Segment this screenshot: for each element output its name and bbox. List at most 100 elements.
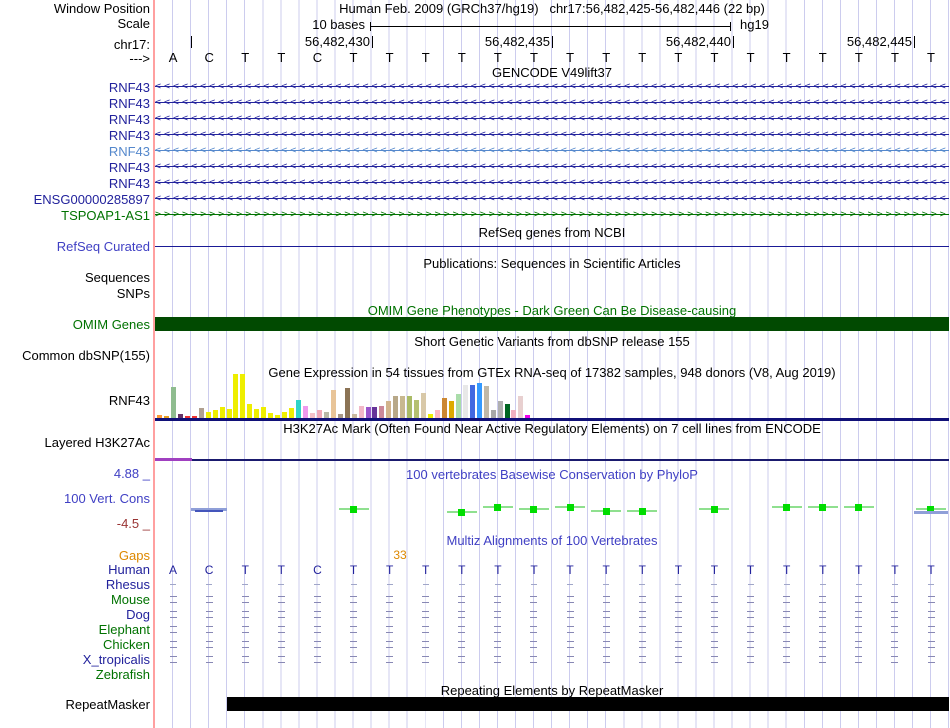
gtex-tissue-bar[interactable] xyxy=(289,408,295,418)
gtex-tissue-bar[interactable] xyxy=(344,388,350,418)
gtex-tissue-bar[interactable] xyxy=(490,410,496,418)
gtex-tissue-bar[interactable] xyxy=(163,416,169,418)
gtex-tissue-bar[interactable] xyxy=(358,406,364,418)
gene-item-ensg00000285897[interactable]: <<<<<<<<<<<<<<<<<<<<<<<<<<<<<<<<<<<<<<<<… xyxy=(155,191,949,207)
gtex-tissue-bar[interactable] xyxy=(379,406,385,418)
alignment-row-chicken[interactable] xyxy=(155,637,949,652)
gtex-tissue-bar[interactable] xyxy=(275,415,281,418)
gtex-tissue-bar[interactable] xyxy=(157,415,162,418)
gtex-tissue-bar[interactable] xyxy=(261,407,267,418)
gtex-tissue-bar[interactable] xyxy=(441,398,447,418)
gtex-tissue-bar[interactable] xyxy=(518,396,524,418)
gtex-tissue-bar[interactable] xyxy=(372,407,378,418)
gtex-tissue-bar[interactable] xyxy=(226,409,232,418)
gtex-tissue-bar[interactable] xyxy=(462,385,468,418)
species-label-rhesus[interactable]: Rhesus xyxy=(105,577,150,592)
gene-item-rnf43[interactable]: <<<<<<<<<<<<<<<<<<<<<<<<<<<<<<<<<<<<<<<<… xyxy=(155,111,949,127)
phylop-label[interactable]: 100 Vert. Cons xyxy=(64,491,150,506)
refseq-curated-item[interactable] xyxy=(155,246,949,247)
gtex-tissue-bar[interactable] xyxy=(323,412,329,418)
gtex-tissue-bar[interactable] xyxy=(170,387,176,418)
gtex-tissue-bar[interactable] xyxy=(268,413,274,418)
gtex-tissue-bar[interactable] xyxy=(309,413,315,418)
gtex-tissue-bar[interactable] xyxy=(191,416,197,418)
sequences-label[interactable]: Sequences xyxy=(84,270,150,285)
gtex-tissue-bar[interactable] xyxy=(337,414,343,418)
gene-item-rnf43[interactable]: <<<<<<<<<<<<<<<<<<<<<<<<<<<<<<<<<<<<<<<<… xyxy=(155,159,949,175)
h3k27ac-peak-segment[interactable] xyxy=(155,458,192,461)
refseq-curated-label[interactable]: RefSeq Curated xyxy=(56,239,150,254)
repeatmasker-element[interactable] xyxy=(227,697,949,711)
gtex-tissue-bar[interactable] xyxy=(407,396,413,418)
gtex-tissue-bar[interactable] xyxy=(525,415,531,418)
gene-label-ensg00000285897[interactable]: ENSG00000285897 xyxy=(33,192,150,207)
gtex-tissue-bar[interactable] xyxy=(386,401,392,418)
gtex-tissue-bar[interactable] xyxy=(476,383,482,418)
gene-label-rnf43[interactable]: RNF43 xyxy=(108,128,150,143)
gtex-tissue-bar[interactable] xyxy=(400,396,406,418)
alignment-row-zebrafish[interactable] xyxy=(155,667,949,682)
gtex-tissue-bar[interactable] xyxy=(497,401,503,418)
species-label-zebrafish[interactable]: Zebrafish xyxy=(95,667,150,682)
h3k27ac-signal[interactable] xyxy=(155,458,949,461)
gtex-tissue-bar[interactable] xyxy=(330,390,336,418)
snps-label[interactable]: SNPs xyxy=(116,286,150,301)
gtex-tissue-bar[interactable] xyxy=(240,374,246,418)
gene-item-rnf43[interactable]: <<<<<<<<<<<<<<<<<<<<<<<<<<<<<<<<<<<<<<<<… xyxy=(155,143,949,159)
gtex-tissue-bar[interactable] xyxy=(351,414,357,418)
omim-gene-bar[interactable] xyxy=(155,317,949,331)
gene-label-tspoap1-as1[interactable]: TSPOAP1-AS1 xyxy=(61,208,150,223)
alignment-row-elephant[interactable] xyxy=(155,622,949,637)
gtex-tissue-bar[interactable] xyxy=(421,393,427,418)
common-dbsnp-label[interactable]: Common dbSNP(155) xyxy=(22,348,150,363)
gtex-tissue-bar[interactable] xyxy=(414,400,420,418)
h3k27ac-label[interactable]: Layered H3K27Ac xyxy=(44,435,150,450)
alignment-row-x_tropicalis[interactable] xyxy=(155,652,949,667)
gene-item-rnf43[interactable]: <<<<<<<<<<<<<<<<<<<<<<<<<<<<<<<<<<<<<<<<… xyxy=(155,95,949,111)
species-label-mouse[interactable]: Mouse xyxy=(110,592,150,607)
gene-label-rnf43[interactable]: RNF43 xyxy=(108,144,150,159)
gtex-gene-label[interactable]: RNF43 xyxy=(108,393,150,408)
gtex-tissue-bar[interactable] xyxy=(511,410,517,418)
phylop-wiggle[interactable] xyxy=(155,498,949,520)
species-label-x_tropicalis[interactable]: X_tropicalis xyxy=(82,652,150,667)
gtex-tissue-bar[interactable] xyxy=(365,407,371,418)
repeatmasker-label[interactable]: RepeatMasker xyxy=(65,697,150,712)
gene-item-tspoap1-as1[interactable]: >>>>>>>>>>>>>>>>>>>>>>>>>>>>>>>>>>>>>>>>… xyxy=(155,207,949,223)
gtex-tissue-bar[interactable] xyxy=(212,410,218,418)
gene-label-rnf43[interactable]: RNF43 xyxy=(108,80,150,95)
gtex-tissue-bar[interactable] xyxy=(184,416,190,418)
gtex-tissue-bar[interactable] xyxy=(504,404,510,418)
gene-label-rnf43[interactable]: RNF43 xyxy=(108,96,150,111)
gtex-tissue-bar[interactable] xyxy=(219,407,225,418)
gtex-barchart[interactable] xyxy=(155,374,949,418)
alignment-row-rhesus[interactable] xyxy=(155,577,949,592)
gtex-tissue-bar[interactable] xyxy=(469,385,475,418)
gtex-tissue-bar[interactable] xyxy=(205,412,211,418)
species-label-dog[interactable]: Dog xyxy=(126,607,150,622)
gtex-tissue-bar[interactable] xyxy=(296,400,301,418)
gtex-tissue-bar[interactable] xyxy=(393,396,399,418)
gtex-tissue-bar[interactable] xyxy=(483,386,489,418)
alignment-row-dog[interactable] xyxy=(155,607,949,622)
gtex-tissue-bar[interactable] xyxy=(455,394,461,418)
gene-label-rnf43[interactable]: RNF43 xyxy=(108,176,150,191)
gene-label-rnf43[interactable]: RNF43 xyxy=(108,160,150,175)
omim-genes-label[interactable]: OMIM Genes xyxy=(72,317,150,332)
alignment-row-mouse[interactable] xyxy=(155,592,949,607)
gtex-tissue-bar[interactable] xyxy=(448,401,454,418)
gtex-tissue-bar[interactable] xyxy=(233,374,239,418)
gtex-tissue-bar[interactable] xyxy=(428,414,434,418)
gene-item-rnf43[interactable]: <<<<<<<<<<<<<<<<<<<<<<<<<<<<<<<<<<<<<<<<… xyxy=(155,175,949,191)
species-label-chicken[interactable]: Chicken xyxy=(103,637,150,652)
species-label-elephant[interactable]: Elephant xyxy=(98,622,150,637)
gtex-tissue-bar[interactable] xyxy=(435,410,440,418)
gene-item-rnf43[interactable]: <<<<<<<<<<<<<<<<<<<<<<<<<<<<<<<<<<<<<<<<… xyxy=(155,79,949,95)
gtex-tissue-bar[interactable] xyxy=(247,404,253,418)
gtex-tissue-bar[interactable] xyxy=(177,414,183,418)
gtex-tissue-bar[interactable] xyxy=(198,408,204,418)
gtex-tissue-bar[interactable] xyxy=(282,412,288,418)
gtex-tissue-bar[interactable] xyxy=(316,410,322,418)
